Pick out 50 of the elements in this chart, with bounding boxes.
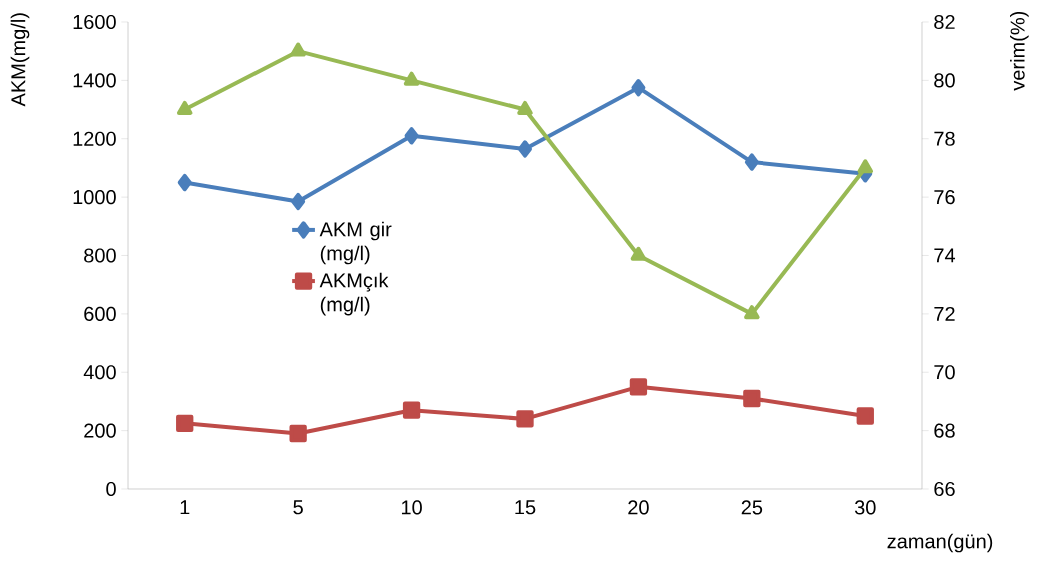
point bbox=[291, 192, 306, 211]
point bbox=[176, 414, 194, 432]
point bbox=[516, 410, 534, 428]
y2-tick-label: 66 bbox=[934, 481, 955, 497]
x-tick-label: 10 bbox=[401, 500, 422, 515]
point bbox=[290, 42, 306, 57]
legend-label: AKMçık (mg/l) bbox=[319, 272, 389, 316]
x-tick-label: 1 bbox=[180, 500, 190, 515]
point bbox=[744, 153, 759, 171]
point bbox=[743, 389, 761, 408]
x-axis-title: zaman(gün) bbox=[887, 533, 993, 553]
point bbox=[402, 401, 421, 419]
y-tick-label: 800 bbox=[84, 248, 116, 263]
y-tick-label: 1600 bbox=[73, 14, 116, 30]
y2-tick-label: 76 bbox=[934, 190, 955, 205]
y2-tick-label: 68 bbox=[934, 423, 955, 438]
point bbox=[176, 100, 193, 115]
x-tick-label: 20 bbox=[628, 500, 649, 515]
y2-tick-label: 72 bbox=[934, 306, 955, 321]
y-tick-label: 400 bbox=[83, 365, 116, 380]
y-tick-label: 1000 bbox=[73, 190, 116, 205]
y2-axis-title: verim(%) bbox=[1010, 11, 1029, 91]
x-tick-label: 30 bbox=[854, 500, 876, 515]
point bbox=[856, 407, 874, 425]
y-tick-label: 1200 bbox=[73, 131, 116, 146]
y-tick-label: 200 bbox=[84, 423, 116, 438]
x-tick-label: 15 bbox=[515, 500, 536, 515]
y2-tick-label: 78 bbox=[934, 131, 955, 146]
y2-tick-label: 70 bbox=[934, 365, 955, 380]
point bbox=[289, 424, 307, 443]
point bbox=[404, 127, 419, 145]
y2-tick-label: 74 bbox=[934, 248, 956, 263]
point bbox=[631, 78, 646, 97]
x-tick-label: 25 bbox=[741, 500, 763, 515]
point bbox=[857, 159, 874, 174]
y-tick-label: 1400 bbox=[73, 73, 116, 88]
y-tick-label: 0 bbox=[106, 481, 116, 497]
y-tick-label: 600 bbox=[84, 306, 116, 321]
y2-tick-label: 82 bbox=[934, 14, 955, 30]
point bbox=[744, 305, 760, 320]
point bbox=[517, 100, 533, 115]
point bbox=[630, 246, 647, 261]
point bbox=[177, 173, 192, 192]
legend-label: AKM gir (mg/l) bbox=[319, 221, 392, 265]
point bbox=[403, 71, 420, 86]
point bbox=[629, 378, 648, 396]
x-tick-label: 5 bbox=[293, 500, 303, 515]
y2-tick-label: 80 bbox=[934, 73, 955, 88]
y-axis-title: AKM(mg/l) bbox=[10, 13, 30, 107]
point bbox=[518, 140, 532, 158]
